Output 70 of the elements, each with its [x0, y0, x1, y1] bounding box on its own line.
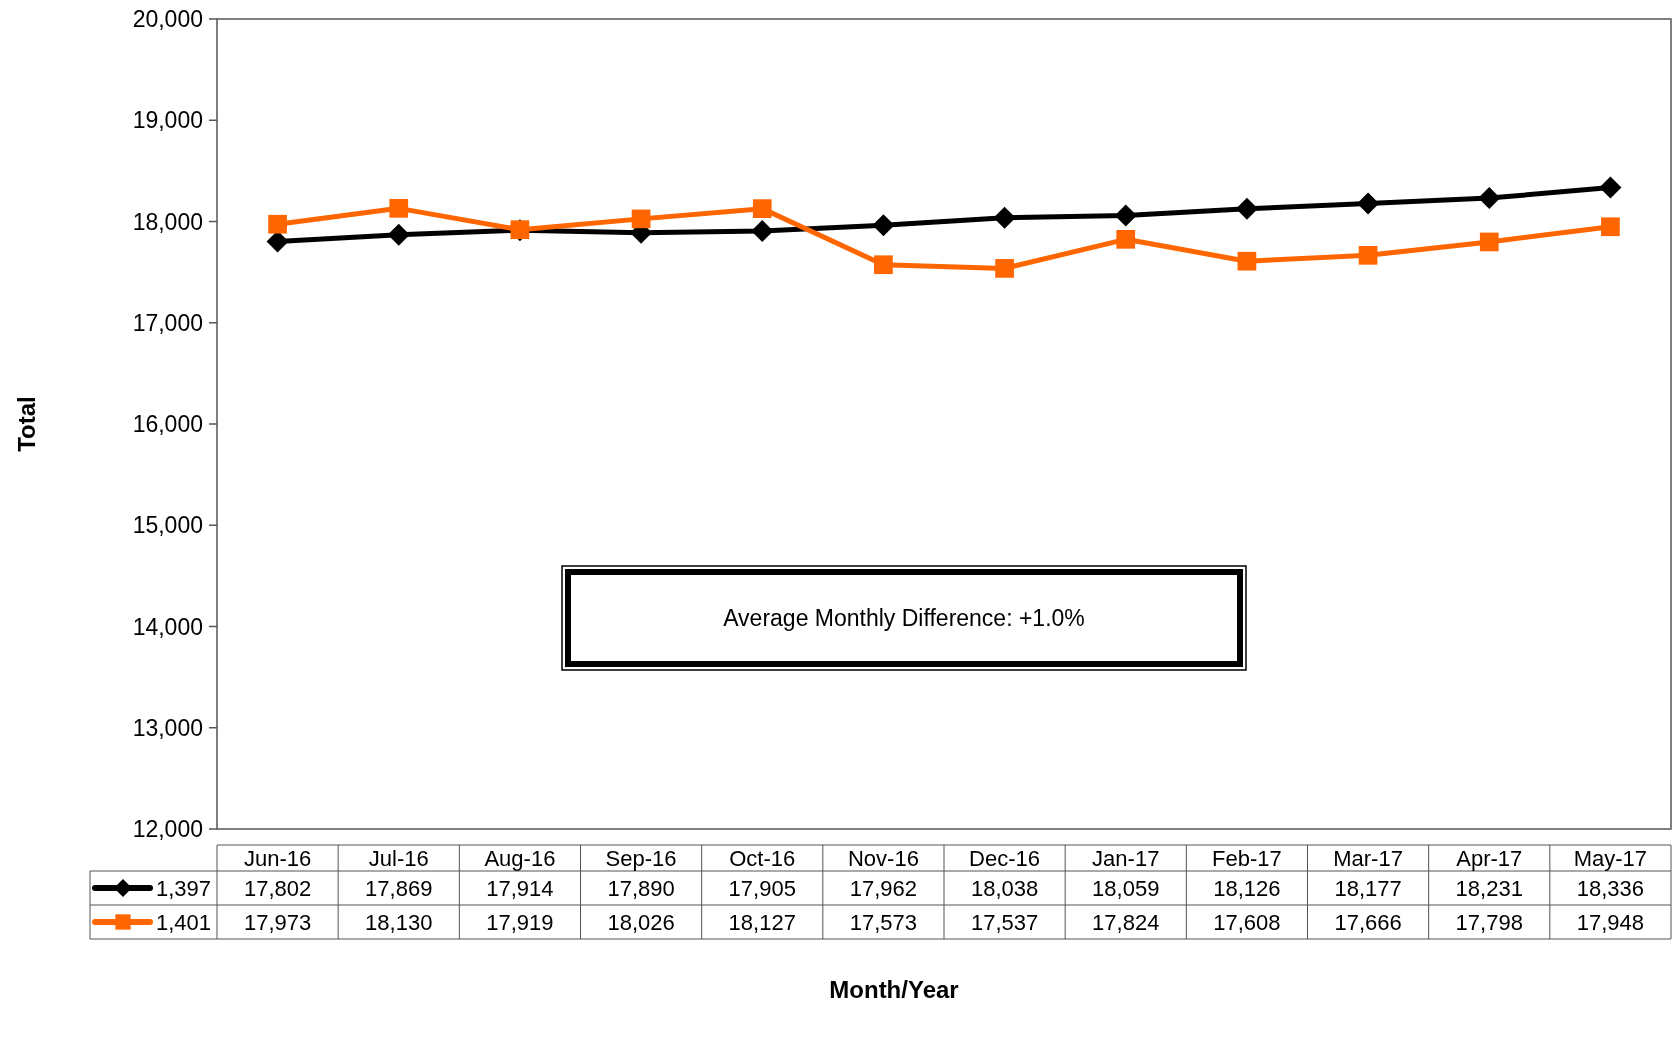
- point: [1358, 245, 1378, 265]
- data-label: 17,914: [486, 875, 554, 901]
- data-label: 17,802: [243, 875, 312, 901]
- y-tick-label: 12,000: [132, 816, 203, 843]
- data-label: 18,336: [1576, 875, 1645, 901]
- data-label: 17,824: [1092, 909, 1160, 935]
- y-tick-label: 18,000: [132, 208, 203, 235]
- point: [1235, 197, 1258, 220]
- data-label: 17,948: [1576, 909, 1645, 935]
- data-label: 17,962: [849, 875, 918, 901]
- legend-label: 1,397: [155, 875, 211, 901]
- data-label: 17,798: [1455, 909, 1523, 935]
- y-tick-label: 15,000: [132, 512, 203, 539]
- x-tick-label: May-17: [1573, 845, 1648, 871]
- y-tick-label: 13,000: [132, 714, 203, 741]
- data-label: 17,890: [607, 875, 675, 901]
- point: [995, 259, 1014, 278]
- x-tick-label: Oct-16: [729, 845, 796, 871]
- data-label: 17,919: [486, 909, 554, 935]
- x-tick-label: Aug-16: [484, 845, 556, 871]
- point: [1114, 204, 1137, 227]
- data-label: 17,905: [728, 875, 796, 901]
- legend-label: 1,401: [155, 909, 211, 935]
- x-tick-label: Mar-17: [1333, 845, 1403, 871]
- y-tick-label: 16,000: [132, 411, 203, 438]
- y-tick-label: 14,000: [132, 613, 203, 640]
- y-axis-title: Total: [13, 396, 41, 452]
- point: [1479, 232, 1499, 252]
- data-label: 18,038: [970, 875, 1039, 901]
- x-tick-label: Jul-16: [368, 845, 429, 871]
- point: [1116, 229, 1136, 249]
- point: [993, 206, 1016, 229]
- point: [387, 223, 410, 246]
- data-label: 17,973: [243, 909, 312, 935]
- data-label: 17,666: [1334, 909, 1402, 935]
- point: [752, 199, 772, 218]
- point: [389, 198, 409, 218]
- data-label: 18,127: [728, 909, 796, 935]
- data-label: 18,126: [1213, 875, 1281, 901]
- point: [751, 220, 774, 243]
- x-axis-title: Month/Year: [829, 976, 959, 1004]
- point: [1237, 251, 1257, 271]
- y-tick-label: 19,000: [132, 107, 203, 134]
- point: [631, 209, 651, 229]
- x-tick-label: Dec-16: [969, 845, 1041, 871]
- x-tick-label: Nov-16: [847, 845, 919, 871]
- y-tick-label: 17,000: [132, 309, 203, 336]
- x-tick-label: Sep-16: [605, 845, 677, 871]
- point: [1357, 192, 1380, 215]
- data-label: 18,177: [1334, 875, 1402, 901]
- data-label: 17,869: [365, 875, 433, 901]
- x-tick-label: Jun-16: [243, 845, 312, 871]
- x-tick-label: Jan-17: [1092, 845, 1160, 871]
- data-label: 17,608: [1213, 909, 1281, 935]
- data-label: 17,573: [849, 909, 918, 935]
- data-label: 17,537: [970, 909, 1039, 935]
- data-label: 18,130: [365, 909, 433, 935]
- point: [1599, 176, 1622, 199]
- point: [872, 214, 895, 237]
- data-label: 18,231: [1455, 875, 1523, 901]
- annotation: Average Monthly Difference: +1.0%: [723, 605, 1085, 632]
- data-label: 18,026: [607, 909, 675, 935]
- point: [1478, 187, 1501, 210]
- x-tick-label: Feb-17: [1212, 845, 1282, 871]
- point: [1601, 217, 1620, 237]
- data-label: 18,059: [1092, 875, 1160, 901]
- x-tick-label: Apr-17: [1456, 845, 1523, 871]
- point: [874, 255, 893, 275]
- point: [268, 214, 287, 234]
- y-tick-label: 20,000: [132, 6, 203, 33]
